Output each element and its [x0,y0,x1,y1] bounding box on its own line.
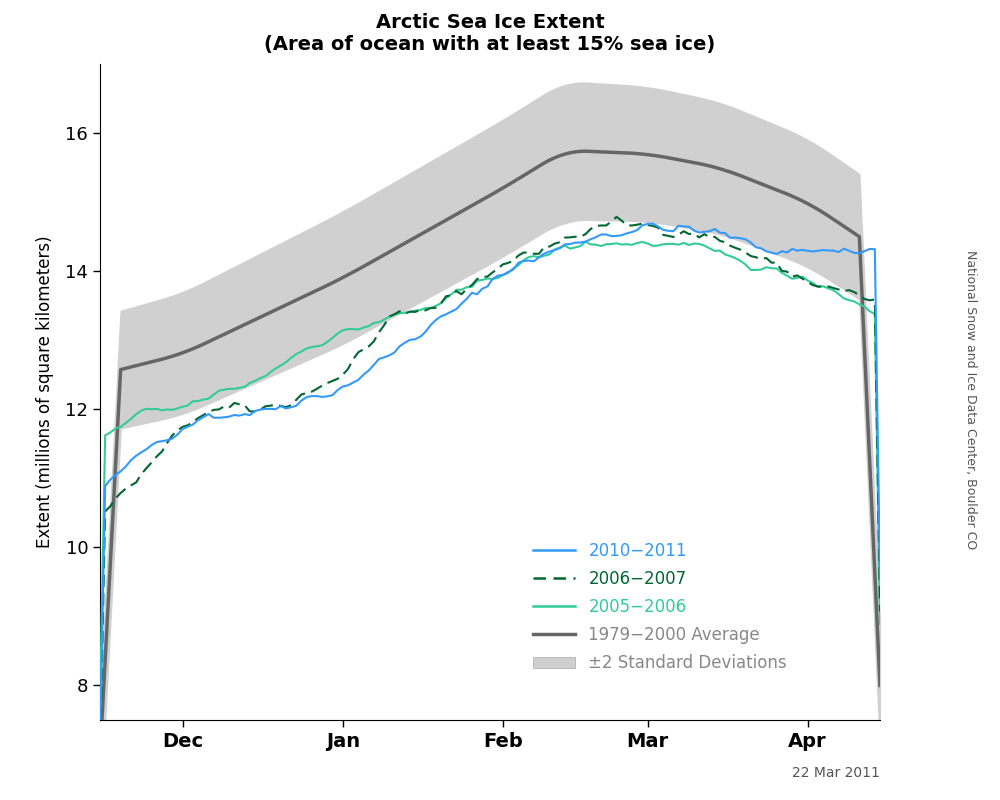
Legend: 2010−2011, 2006−2007, 2005−2006, 1979−2000 Average, ±2 Standard Deviations: 2010−2011, 2006−2007, 2005−2006, 1979−20… [527,535,794,679]
Text: 22 Mar 2011: 22 Mar 2011 [792,766,880,780]
Y-axis label: Extent (millions of square kilometers): Extent (millions of square kilometers) [36,236,54,548]
Title: Arctic Sea Ice Extent
(Area of ocean with at least 15% sea ice): Arctic Sea Ice Extent (Area of ocean wit… [264,13,716,54]
Text: National Snow and Ice Data Center, Boulder CO: National Snow and Ice Data Center, Bould… [964,250,976,550]
